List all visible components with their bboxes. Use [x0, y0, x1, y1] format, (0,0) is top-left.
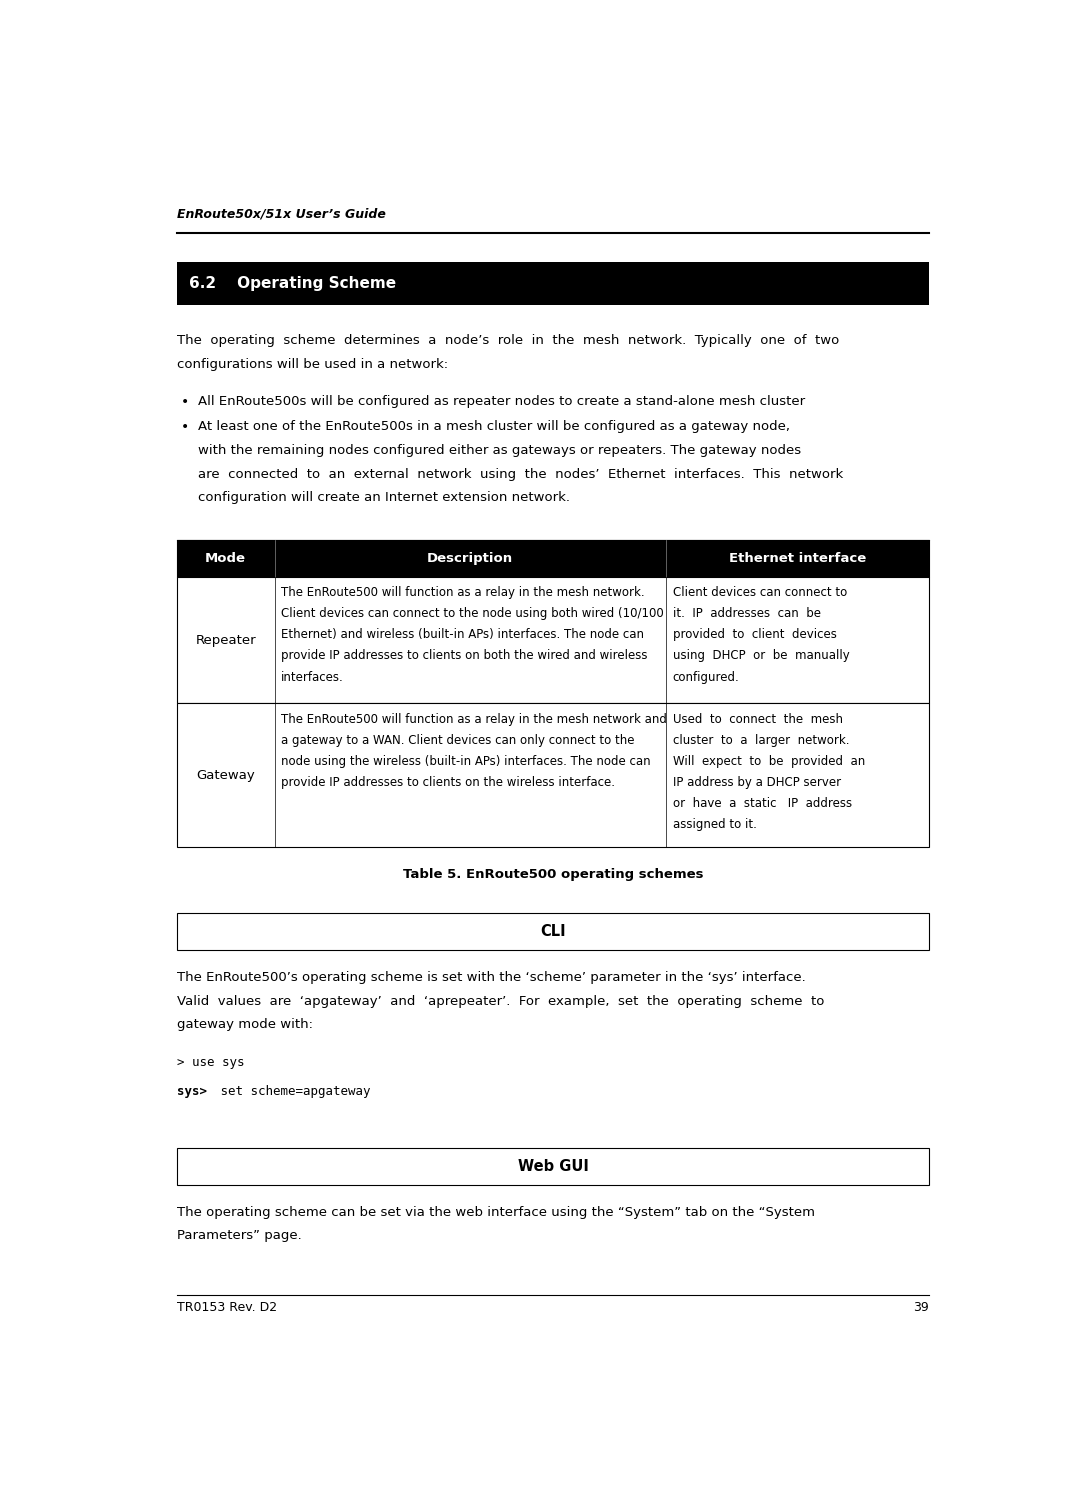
- Text: provided  to  client  devices: provided to client devices: [672, 628, 836, 641]
- Text: At least one of the EnRoute500s in a mesh cluster will be configured as a gatewa: At least one of the EnRoute500s in a mes…: [197, 420, 790, 432]
- Text: provide IP addresses to clients on both the wired and wireless: provide IP addresses to clients on both …: [282, 650, 647, 662]
- Text: with the remaining nodes configured either as gateways or repeaters. The gateway: with the remaining nodes configured eith…: [197, 444, 801, 456]
- Text: All EnRoute500s will be configured as repeater nodes to create a stand-alone mes: All EnRoute500s will be configured as re…: [197, 395, 805, 409]
- Text: 39: 39: [914, 1300, 929, 1314]
- Text: Valid  values  are  ‘apgateway’  and  ‘aprepeater’.  For  example,  set  the  op: Valid values are ‘apgateway’ and ‘aprepe…: [177, 994, 824, 1008]
- Text: configured.: configured.: [672, 671, 739, 683]
- Text: Web GUI: Web GUI: [518, 1159, 588, 1173]
- Text: Ethernet interface: Ethernet interface: [729, 552, 866, 565]
- FancyBboxPatch shape: [177, 704, 929, 847]
- Text: •: •: [181, 420, 189, 434]
- Text: interfaces.: interfaces.: [282, 671, 344, 683]
- Text: a gateway to a WAN. Client devices can only connect to the: a gateway to a WAN. Client devices can o…: [282, 734, 634, 747]
- Text: set scheme=apgateway: set scheme=apgateway: [214, 1085, 371, 1097]
- Text: The EnRoute500’s operating scheme is set with the ‘scheme’ parameter in the ‘sys: The EnRoute500’s operating scheme is set…: [177, 971, 805, 984]
- Text: EnRoute50x/51x User’s Guide: EnRoute50x/51x User’s Guide: [177, 207, 385, 221]
- Text: or  have  a  static   IP  address: or have a static IP address: [672, 796, 851, 810]
- Text: cluster  to  a  larger  network.: cluster to a larger network.: [672, 734, 849, 747]
- Text: The operating scheme can be set via the web interface using the “System” tab on : The operating scheme can be set via the …: [177, 1206, 815, 1218]
- Text: Client devices can connect to the node using both wired (10/100: Client devices can connect to the node u…: [282, 607, 664, 620]
- FancyBboxPatch shape: [177, 577, 929, 704]
- Text: provide IP addresses to clients on the wireless interface.: provide IP addresses to clients on the w…: [282, 775, 615, 789]
- Text: 6.2    Operating Scheme: 6.2 Operating Scheme: [189, 276, 396, 291]
- Text: IP address by a DHCP server: IP address by a DHCP server: [672, 775, 841, 789]
- Text: Ethernet) and wireless (built-in APs) interfaces. The node can: Ethernet) and wireless (built-in APs) in…: [282, 628, 644, 641]
- Text: TR0153 Rev. D2: TR0153 Rev. D2: [177, 1300, 277, 1314]
- Text: > use sys: > use sys: [177, 1056, 244, 1069]
- Text: Gateway: Gateway: [196, 769, 255, 781]
- Text: it.  IP  addresses  can  be: it. IP addresses can be: [672, 607, 820, 620]
- Text: •: •: [181, 395, 189, 409]
- Text: assigned to it.: assigned to it.: [672, 819, 756, 830]
- Text: are  connected  to  an  external  network  using  the  nodes’  Ethernet  interfa: are connected to an external network usi…: [197, 468, 843, 480]
- Text: The EnRoute500 will function as a relay in the mesh network and: The EnRoute500 will function as a relay …: [282, 713, 667, 726]
- Text: sys>: sys>: [177, 1085, 207, 1097]
- FancyBboxPatch shape: [177, 540, 929, 577]
- Text: gateway mode with:: gateway mode with:: [177, 1018, 313, 1032]
- Text: CLI: CLI: [541, 924, 565, 939]
- Text: Parameters” page.: Parameters” page.: [177, 1230, 301, 1242]
- FancyBboxPatch shape: [177, 261, 929, 306]
- Text: Description: Description: [427, 552, 514, 565]
- Text: node using the wireless (built-in APs) interfaces. The node can: node using the wireless (built-in APs) i…: [282, 754, 651, 768]
- Text: Client devices can connect to: Client devices can connect to: [672, 586, 847, 599]
- Text: configurations will be used in a network:: configurations will be used in a network…: [177, 358, 448, 371]
- Text: Used  to  connect  the  mesh: Used to connect the mesh: [672, 713, 843, 726]
- Text: configuration will create an Internet extension network.: configuration will create an Internet ex…: [197, 492, 570, 504]
- Text: Will  expect  to  be  provided  an: Will expect to be provided an: [672, 754, 864, 768]
- Text: Mode: Mode: [205, 552, 246, 565]
- Text: The  operating  scheme  determines  a  node’s  role  in  the  mesh  network.  Ty: The operating scheme determines a node’s…: [177, 334, 839, 347]
- Text: Repeater: Repeater: [195, 634, 256, 647]
- FancyBboxPatch shape: [177, 1148, 929, 1185]
- FancyBboxPatch shape: [177, 914, 929, 950]
- Text: using  DHCP  or  be  manually: using DHCP or be manually: [672, 650, 849, 662]
- Text: Table 5. EnRoute500 operating schemes: Table 5. EnRoute500 operating schemes: [402, 868, 704, 881]
- Text: The EnRoute500 will function as a relay in the mesh network.: The EnRoute500 will function as a relay …: [282, 586, 645, 599]
